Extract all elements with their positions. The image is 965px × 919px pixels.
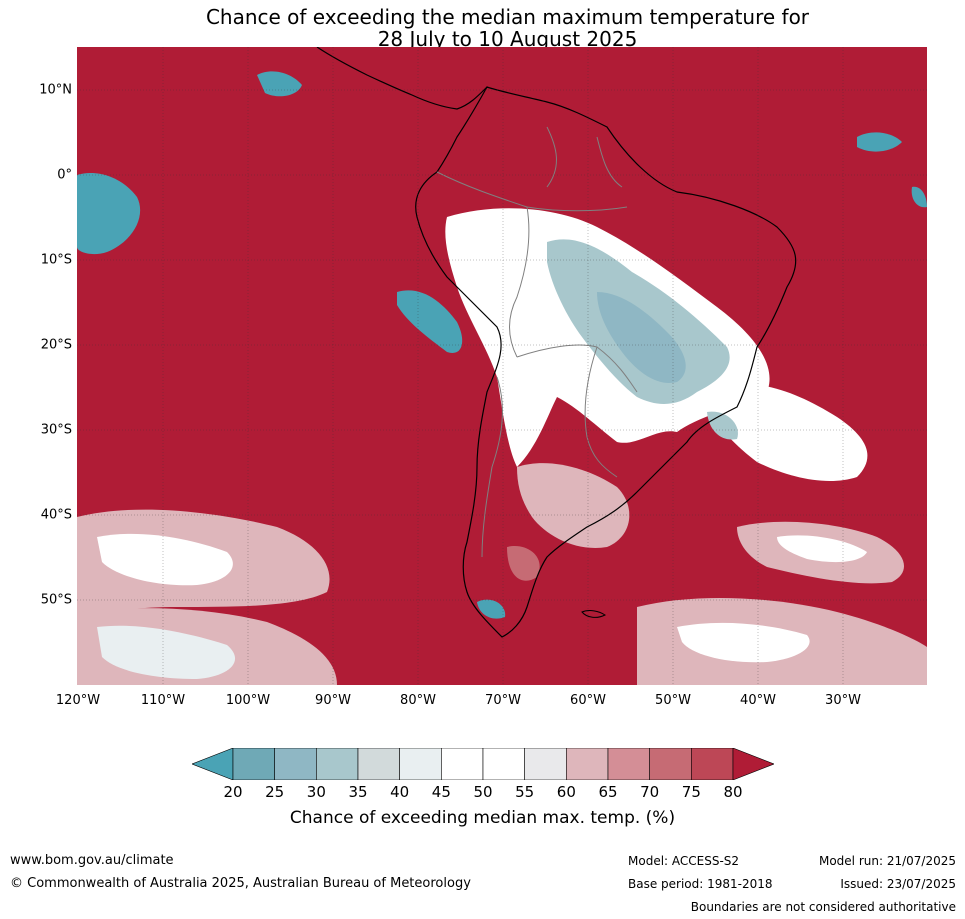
lat-label-10n: 10°N xyxy=(39,82,72,98)
lat-label-30s: 30°S xyxy=(40,422,72,438)
lon-label-30w: 30°W xyxy=(825,693,861,708)
issued-info: Issued: 23/07/2025 xyxy=(840,877,956,891)
near-median-region xyxy=(445,208,868,581)
lat-label-40s: 40°S xyxy=(40,507,72,523)
colorbar-bin xyxy=(441,747,484,781)
colorbar-label: Chance of exceeding median max. temp. (%… xyxy=(289,808,676,828)
lon-label-90w: 90°W xyxy=(315,693,351,708)
colorbar-bin xyxy=(357,747,400,781)
colorbar-bin xyxy=(691,747,734,781)
colorbar-bin xyxy=(316,747,359,781)
colorbar-tick-label: 80 xyxy=(723,783,743,801)
lon-label-100w: 100°W xyxy=(225,693,271,708)
colorbar-bin xyxy=(566,747,609,781)
map-canvas xyxy=(77,47,927,685)
map-title-line2: 28 July to 10 August 2025 xyxy=(377,27,638,51)
colorbar-tick-label: 40 xyxy=(390,783,410,801)
central-america-coastline xyxy=(316,47,488,110)
lon-label-80w: 80°W xyxy=(400,693,436,708)
graticule xyxy=(77,47,927,685)
colorbar-svg xyxy=(191,747,775,781)
lon-label-120w: 120°W xyxy=(55,693,101,708)
colorbar-bin xyxy=(482,747,525,781)
southern-pink-band xyxy=(77,509,927,685)
forecast-map xyxy=(77,47,927,685)
lon-label-110w: 110°W xyxy=(140,693,186,708)
colorbar-tick-label: 75 xyxy=(681,783,701,801)
colorbar-tick-label: 60 xyxy=(556,783,576,801)
below-median-patches xyxy=(77,71,927,619)
lon-label-50w: 50°W xyxy=(655,693,691,708)
map-title-line1: Chance of exceeding the median maximum t… xyxy=(205,5,810,29)
lon-label-60w: 60°W xyxy=(570,693,606,708)
colorbar-tick-label: 65 xyxy=(598,783,618,801)
lat-label-10s: 10°S xyxy=(40,252,72,268)
falklands-coastline xyxy=(581,610,606,618)
lat-label-0: 0° xyxy=(57,167,72,183)
lon-label-70w: 70°W xyxy=(485,693,521,708)
colorbar-tick-label: 25 xyxy=(265,783,285,801)
south-america-coastline xyxy=(415,86,797,638)
colorbar-tick-label: 50 xyxy=(473,783,493,801)
colorbar-over-arrow xyxy=(732,747,775,781)
colorbar xyxy=(191,747,775,781)
base-period-info: Base period: 1981-2018 xyxy=(628,877,773,891)
colorbar-bin xyxy=(232,747,275,781)
colorbar-tick-label: 35 xyxy=(348,783,368,801)
model-run-info: Model run: 21/07/2025 xyxy=(818,854,956,868)
colorbar-tick-label: 30 xyxy=(306,783,326,801)
model-info: Model: ACCESS-S2 xyxy=(628,854,740,868)
colorbar-bin xyxy=(607,747,650,781)
colorbar-tick-label: 45 xyxy=(431,783,451,801)
boundaries-disclaimer: Boundaries are not considered authoritat… xyxy=(690,900,956,914)
lat-label-20s: 20°S xyxy=(40,337,72,353)
colorbar-bin xyxy=(649,747,692,781)
country-borders xyxy=(436,126,638,558)
colorbar-bin xyxy=(524,747,567,781)
colorbar-bin xyxy=(274,747,317,781)
lat-label-50s: 50°S xyxy=(40,592,72,608)
colorbar-under-arrow xyxy=(191,747,234,781)
colorbar-tick-label: 55 xyxy=(515,783,535,801)
colorbar-tick-label: 20 xyxy=(223,783,243,801)
copyright-text: © Commonwealth of Australia 2025, Austra… xyxy=(10,876,471,891)
website-link[interactable]: www.bom.gov.au/climate xyxy=(10,853,174,868)
lon-label-40w: 40°W xyxy=(740,693,776,708)
colorbar-tick-label: 70 xyxy=(640,783,660,801)
colorbar-bin xyxy=(399,747,442,781)
